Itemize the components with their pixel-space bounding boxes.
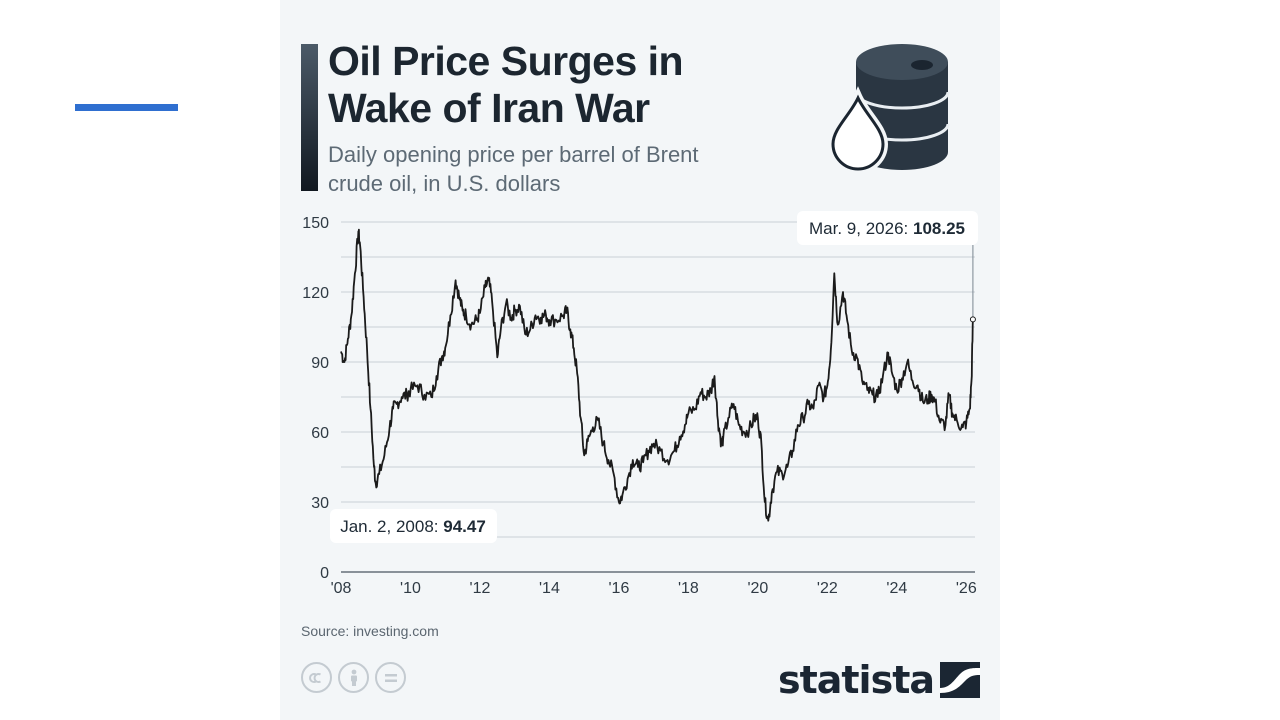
page-subtitle: Daily opening price per barrel of Brent … (328, 142, 699, 196)
end-callout-text: Mar. 9, 2026: 108.25 (809, 219, 965, 238)
x-tick-label: '22 (817, 580, 838, 597)
oil-barrel-icon (828, 44, 950, 174)
page-title: Oil Price Surges in Wake of Iran War (328, 38, 684, 131)
infographic-card: Oil Price Surges in Wake of Iran War Dai… (280, 0, 1000, 720)
x-tick-label: '10 (400, 580, 421, 597)
attribution-icon[interactable] (338, 662, 369, 693)
source-note: Source: investing.com (301, 623, 439, 639)
x-tick-label: '24 (886, 580, 907, 597)
price-chart: 0 30 60 90 120 150 '08 '10 '12 '14 '16 '18 '20 '22 '2… (302, 211, 978, 597)
y-tick-label: 0 (320, 565, 329, 582)
end-point-marker (969, 316, 976, 323)
y-tick-label: 30 (311, 495, 329, 512)
end-callout-box (797, 211, 978, 245)
x-tick-label: '26 (956, 580, 977, 597)
statista-logo[interactable]: statista (778, 657, 980, 703)
x-tick-label: '08 (331, 580, 352, 597)
x-tick-label: '18 (678, 580, 699, 597)
end-callout-date: Mar. 9, 2026: (809, 219, 908, 238)
x-tick-label: '20 (747, 580, 768, 597)
brand-wordmark: statista (777, 658, 935, 702)
x-axis: '08 '10 '12 '14 '16 '18 '20 '22 '24 '26 (331, 580, 977, 597)
accent-bar (75, 104, 178, 111)
y-axis: 0 30 60 90 120 150 (302, 215, 329, 582)
start-callout-box (330, 509, 497, 543)
end-callout: Mar. 9, 2026: 108.25 (797, 211, 978, 245)
start-callout-value: 94.47 (443, 517, 486, 536)
licence-icons (301, 662, 406, 693)
price-line (340, 228, 974, 522)
x-tick-label: '16 (608, 580, 629, 597)
y-tick-label: 60 (311, 425, 329, 442)
end-callout-value: 108.25 (913, 219, 965, 238)
no-derivatives-icon[interactable] (375, 662, 406, 693)
start-callout: Jan. 2, 2008: 94.47 (330, 509, 497, 543)
cc-icon[interactable] (301, 662, 332, 693)
start-callout-date: Jan. 2, 2008: (340, 517, 438, 536)
start-callout-text: Jan. 2, 2008: 94.47 (340, 517, 486, 536)
y-tick-label: 90 (311, 355, 329, 372)
y-tick-label: 150 (302, 215, 329, 232)
x-tick-label: '14 (539, 580, 560, 597)
y-tick-label: 120 (302, 285, 329, 302)
title-bar (301, 44, 318, 191)
statista-mark-icon (940, 662, 980, 698)
x-tick-label: '12 (470, 580, 491, 597)
oil-drop-icon (828, 86, 889, 174)
